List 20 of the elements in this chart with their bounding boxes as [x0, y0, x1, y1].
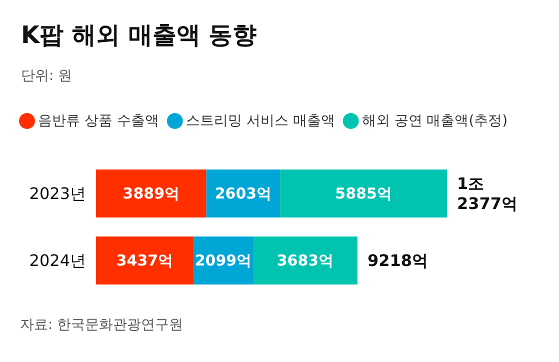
text: 자료: 한국문화관광연구원 — [20, 317, 184, 333]
legend-label: 해외 공연 매출액(추정) — [362, 113, 508, 129]
data-label: 5885억 — [335, 184, 392, 202]
legend-label: 스트리밍 서비스 매출액 — [186, 113, 335, 129]
total-label: 9218억 — [367, 251, 428, 270]
chart-subtitle: 단위: 원 — [21, 68, 72, 84]
bar — [96, 236, 194, 284]
y-tick-label: 2023년 — [29, 184, 86, 203]
data-label: 2603억 — [214, 184, 272, 202]
data-label: 3889억 — [122, 184, 180, 202]
chart-title: K팝 해외 매출액 동향 — [21, 21, 257, 49]
data-label: 3683억 — [276, 252, 334, 270]
bar — [96, 170, 206, 218]
bar — [252, 236, 358, 284]
y-tick-label: 2024년 — [29, 251, 86, 270]
data-label: 2099억 — [194, 252, 252, 270]
total-label: 1조 2377억 — [457, 174, 518, 213]
legend-label: 음반류 상품 수출액 — [38, 113, 159, 129]
bar — [280, 170, 447, 218]
data-label: 3437억 — [116, 252, 174, 270]
